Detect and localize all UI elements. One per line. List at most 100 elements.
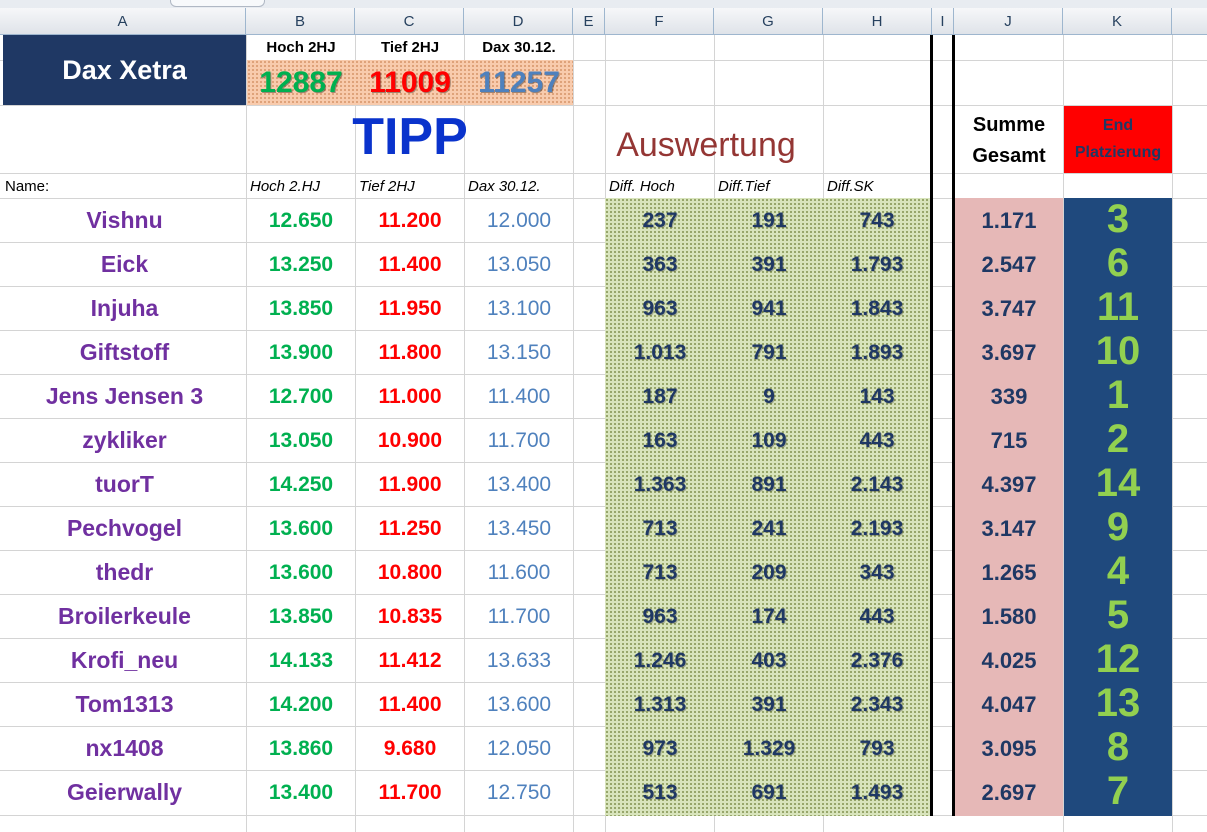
tipp-tief[interactable]: 11.400 [378,252,442,276]
name-label[interactable]: Name: [5,177,50,195]
summe-gesamt[interactable]: 3.095 [981,735,1037,761]
tipp-tief[interactable]: 11.800 [378,340,442,364]
diff-tief[interactable]: 403 [751,648,787,672]
diff-tief[interactable]: 391 [751,252,787,276]
participant-name[interactable]: Broilerkeule [58,603,191,629]
tipp-tief[interactable]: 10.800 [377,560,443,584]
dax-value[interactable]: 11257 [478,65,560,99]
column-header-d[interactable]: D [464,8,573,35]
tipp-dax[interactable]: 13.050 [486,252,552,276]
participant-name[interactable]: Vishnu [86,207,163,233]
participant-name[interactable]: thedr [95,559,154,585]
end-platzierung[interactable]: 3 [1106,197,1130,241]
tipp-hoch[interactable]: 13.860 [268,736,334,760]
tipp-hoch[interactable]: 13.600 [268,560,334,584]
end-platzierung[interactable]: 13 [1095,681,1141,725]
tief-label[interactable]: Tief 2HJ [380,39,440,56]
diff-tief[interactable]: 209 [751,560,787,584]
summe-gesamt[interactable]: 4.047 [981,691,1037,717]
diff-hoch[interactable]: 713 [642,516,678,540]
hoch-sublabel[interactable]: Hoch 2.HJ [250,177,321,195]
diff-hoch[interactable]: 187 [642,384,678,408]
diff-tief-sublabel[interactable]: Diff.Tief [718,177,770,195]
diff-hoch[interactable]: 963 [642,604,678,628]
diff-hoch[interactable]: 1.013 [633,340,687,364]
diff-hoch[interactable]: 513 [642,780,678,804]
summe-gesamt[interactable]: 3.147 [981,515,1037,541]
tief-value[interactable]: 11009 [369,65,451,99]
end-platzierung[interactable]: 12 [1095,637,1141,681]
summe-gesamt[interactable]: 4.025 [981,647,1037,673]
tipp-tief[interactable]: 11.400 [378,692,442,716]
summe-gesamt[interactable]: 2.697 [981,779,1037,805]
tipp-tief[interactable]: 11.700 [378,780,442,804]
diff-sk[interactable]: 743 [859,208,895,232]
diff-tief[interactable]: 1.329 [742,736,796,760]
column-header-h[interactable]: H [823,8,932,35]
diff-tief[interactable]: 791 [751,340,787,364]
tipp-dax[interactable]: 13.150 [486,340,552,364]
dax-label[interactable]: Dax 30.12. [482,39,556,56]
end-platzierung[interactable]: 1 [1106,373,1130,417]
tipp-dax[interactable]: 11.700 [487,604,551,628]
end-platzierung[interactable]: 6 [1106,241,1130,285]
diff-sk[interactable]: 2.143 [850,472,904,496]
diff-tief[interactable]: 941 [751,296,787,320]
diff-hoch-sublabel[interactable]: Diff. Hoch [609,177,675,195]
tipp-dax[interactable]: 11.700 [487,428,551,452]
participant-name[interactable]: Jens Jensen 3 [45,383,204,409]
diff-tief[interactable]: 109 [751,428,787,452]
diff-hoch[interactable]: 1.313 [633,692,687,716]
tipp-hoch[interactable]: 13.600 [268,516,334,540]
end-platzierung[interactable]: 7 [1106,769,1130,813]
sheet-tab[interactable] [170,0,265,7]
column-header-i[interactable]: I [932,8,954,35]
diff-tief[interactable]: 691 [751,780,787,804]
tipp-dax[interactable]: 13.100 [486,296,552,320]
column-header-l[interactable] [1172,8,1207,35]
summe-gesamt[interactable]: 1.580 [981,603,1037,629]
summe-gesamt[interactable]: 1.171 [981,207,1037,233]
end-platzierung-header[interactable]: End Platzierung [1064,106,1172,173]
summe-gesamt[interactable]: 715 [990,427,1028,453]
tipp-tief[interactable]: 11.900 [378,472,442,496]
tipp-tief[interactable]: 9.680 [383,736,437,760]
diff-sk[interactable]: 343 [859,560,895,584]
tipp-hoch[interactable]: 14.250 [268,472,334,496]
diff-tief[interactable]: 191 [751,208,787,232]
tipp-dax[interactable]: 12.000 [486,208,552,232]
diff-tief[interactable]: 174 [751,604,787,628]
tipp-dax[interactable]: 11.600 [487,560,551,584]
diff-sk[interactable]: 1.893 [850,340,904,364]
participant-name[interactable]: nx1408 [85,735,164,761]
tipp-hoch[interactable]: 13.900 [268,340,334,364]
tipp-hoch[interactable]: 14.200 [268,692,334,716]
column-header-b[interactable]: B [246,8,355,35]
tipp-hoch[interactable]: 13.400 [268,780,334,804]
tipp-hoch[interactable]: 12.650 [268,208,334,232]
tipp-tief[interactable]: 11.412 [378,648,442,672]
end-platzierung[interactable]: 4 [1106,549,1130,593]
diff-sk[interactable]: 1.493 [850,780,904,804]
diff-sk[interactable]: 1.793 [850,252,904,276]
diff-hoch[interactable]: 1.246 [633,648,687,672]
diff-tief[interactable]: 241 [751,516,787,540]
tipp-tief[interactable]: 11.000 [378,384,442,408]
auswertung-title[interactable]: Auswertung [616,125,796,164]
participant-name[interactable]: Eick [100,251,149,277]
end-platzierung[interactable]: 11 [1096,285,1140,329]
tipp-tief[interactable]: 11.950 [378,296,442,320]
tipp-hoch[interactable]: 14.133 [268,648,334,672]
diff-sk[interactable]: 443 [859,604,895,628]
tipp-title[interactable]: TIPP [352,108,468,166]
end-platzierung[interactable]: 14 [1095,461,1141,505]
end-platzierung[interactable]: 8 [1106,725,1130,769]
hoch-label[interactable]: Hoch 2HJ [266,39,336,56]
diff-hoch[interactable]: 363 [642,252,678,276]
column-header-e[interactable]: E [573,8,605,35]
tipp-dax[interactable]: 12.750 [486,780,552,804]
column-header-j[interactable]: J [954,8,1063,35]
summe-gesamt[interactable]: 339 [990,383,1028,409]
tipp-tief[interactable]: 10.900 [377,428,443,452]
dax-title[interactable]: Dax Xetra [3,35,246,105]
